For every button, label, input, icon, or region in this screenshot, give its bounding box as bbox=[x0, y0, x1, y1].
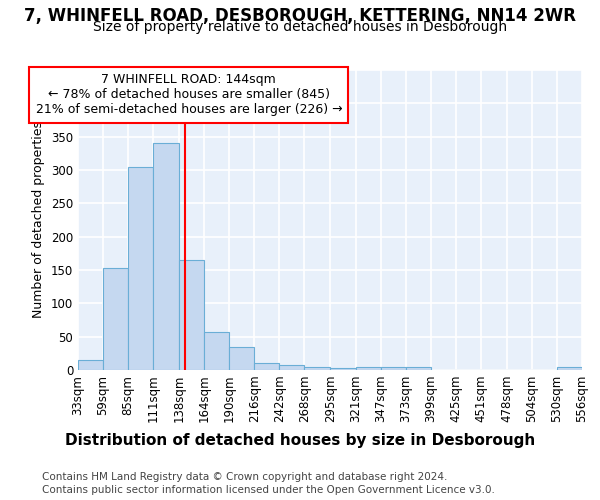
Bar bbox=[304, 366, 331, 370]
Bar bbox=[229, 346, 254, 370]
Bar bbox=[254, 364, 280, 370]
Text: Contains HM Land Registry data © Crown copyright and database right 2024.: Contains HM Land Registry data © Crown c… bbox=[42, 472, 448, 482]
Bar bbox=[380, 366, 406, 370]
Bar bbox=[179, 260, 204, 370]
Text: Contains public sector information licensed under the Open Government Licence v3: Contains public sector information licen… bbox=[42, 485, 495, 495]
Bar bbox=[331, 368, 356, 370]
Bar bbox=[406, 366, 431, 370]
Text: 7 WHINFELL ROAD: 144sqm
← 78% of detached houses are smaller (845)
21% of semi-d: 7 WHINFELL ROAD: 144sqm ← 78% of detache… bbox=[35, 74, 342, 116]
Text: Size of property relative to detached houses in Desborough: Size of property relative to detached ho… bbox=[93, 20, 507, 34]
Bar bbox=[557, 366, 582, 370]
Bar bbox=[280, 364, 304, 370]
Text: Distribution of detached houses by size in Desborough: Distribution of detached houses by size … bbox=[65, 432, 535, 448]
Bar bbox=[356, 366, 380, 370]
Bar bbox=[128, 166, 153, 370]
Y-axis label: Number of detached properties: Number of detached properties bbox=[32, 122, 46, 318]
Bar bbox=[204, 332, 229, 370]
Text: 7, WHINFELL ROAD, DESBOROUGH, KETTERING, NN14 2WR: 7, WHINFELL ROAD, DESBOROUGH, KETTERING,… bbox=[24, 8, 576, 26]
Bar bbox=[103, 268, 128, 370]
Bar bbox=[153, 144, 179, 370]
Bar bbox=[78, 360, 103, 370]
